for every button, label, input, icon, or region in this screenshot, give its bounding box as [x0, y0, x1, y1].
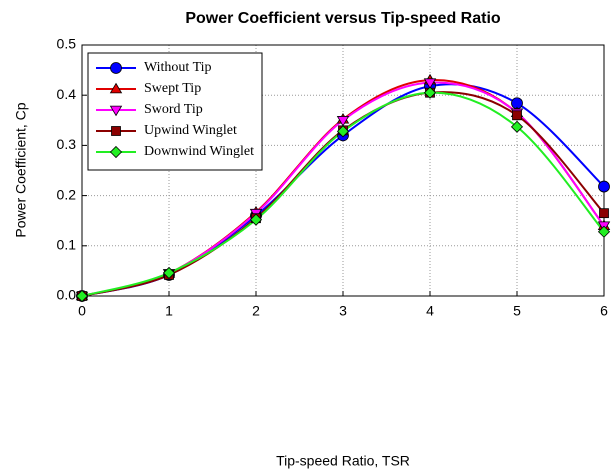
- x-tick-label: 3: [339, 303, 347, 319]
- marker: [423, 78, 437, 89]
- legend: Without Tip Swept Tip Sword Tip Upwind Wing…: [87, 52, 263, 171]
- marker: [336, 116, 350, 127]
- y-tick-label: 0.3: [57, 136, 77, 152]
- legend-label: Without Tip: [144, 60, 212, 75]
- legend-label: Swept Tip: [144, 81, 201, 96]
- x-tick-label: 1: [165, 303, 173, 319]
- y-tick-label: 0.2: [57, 186, 77, 202]
- marker: [75, 289, 89, 303]
- marker: [110, 62, 122, 74]
- marker: [162, 266, 176, 279]
- y-axis-label: Power Coefficient, Cp: [13, 102, 29, 237]
- legend-label: Upwind Winglet: [144, 123, 237, 138]
- x-tick-label: 0: [78, 303, 86, 319]
- marker: [109, 145, 123, 159]
- x-tick-label: 6: [600, 303, 608, 319]
- marker: [597, 225, 611, 238]
- plot-frame: [81, 44, 605, 297]
- legend-label: Sword Tip: [144, 102, 203, 117]
- y-tick-label: 0.1: [57, 237, 77, 253]
- marker: [249, 213, 263, 226]
- legend-label: Downwind Winglet: [144, 144, 254, 159]
- x-axis-label: Tip-speed Ratio, TSR: [276, 453, 410, 469]
- marker: [109, 105, 123, 117]
- x-tick-label: 2: [252, 303, 260, 319]
- marker: [510, 120, 524, 133]
- marker: [512, 110, 522, 121]
- marker: [598, 180, 610, 193]
- x-tick-label: 4: [426, 303, 434, 319]
- marker: [599, 208, 609, 219]
- marker: [423, 86, 437, 99]
- marker: [111, 126, 121, 136]
- marker: [109, 82, 123, 94]
- x-tick-label: 5: [513, 303, 521, 319]
- y-tick-label: 0.4: [57, 86, 77, 102]
- marker: [336, 125, 350, 138]
- y-tick-label: 0.5: [57, 36, 77, 52]
- chart-title: Power Coefficient versus Tip-speed Ratio: [185, 10, 501, 27]
- y-tick-label: 0.0: [57, 287, 77, 303]
